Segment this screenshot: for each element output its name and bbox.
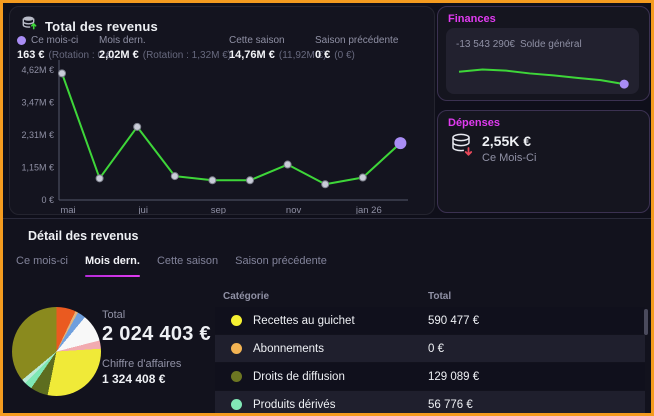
stat-sub: (Rotation : 1,32M €) — [142, 50, 232, 61]
svg-text:4,62M €: 4,62M € — [21, 65, 54, 75]
svg-text:mai: mai — [60, 205, 75, 215]
table-header: Catégorie Total — [215, 285, 645, 307]
expenses-panel[interactable]: Dépenses 2,55K € Ce Mois-Ci — [437, 110, 650, 213]
col-category: Catégorie — [223, 290, 270, 302]
category-color-dot — [231, 399, 242, 410]
stat-value: 14,76M € — [229, 49, 275, 61]
svg-text:sep: sep — [211, 205, 226, 215]
total-value: 2 024 403 € — [102, 323, 211, 345]
stat-label: Mois dern. — [99, 35, 146, 46]
revenue-line-chart: 4,62M € 3,47M € 2,31M € 1,15M € 0 € mai jui sep… — [21, 60, 408, 215]
table-body: Recettes au guichet 590 477 € Abonnements 0… — [215, 307, 645, 413]
turnover-label: Chiffre d'affaires — [102, 358, 182, 370]
revenue-table: Catégorie Total Recettes au guichet 590 4… — [215, 285, 645, 413]
stat-3: Saison précédente 0 € (0 €) — [315, 35, 398, 61]
col-total: Total — [428, 290, 452, 302]
table-row[interactable]: Droits de diffusion 129 089 € — [215, 363, 645, 390]
stat-label: Ce mois-ci — [31, 35, 79, 46]
stat-sub: (Rotation : 0 €) — [48, 50, 115, 61]
balance-card[interactable]: -13 543 290€ Solde général — [446, 28, 639, 94]
svg-text:1,15M €: 1,15M € — [21, 163, 54, 173]
table-row[interactable]: Produits dérivés 56 776 € — [215, 391, 645, 413]
tab-mois-dern-[interactable]: Mois dern. — [84, 255, 140, 277]
category-name: Recettes au guichet — [253, 314, 355, 327]
totals-block: Total 2 024 403 € Chiffre d'affaires 1 3… — [102, 309, 211, 386]
turnover-value: 1 324 408 € — [102, 372, 166, 386]
stat-2: Cette saison 14,76M € (11,92M €) — [229, 35, 327, 61]
total-label: Total — [102, 309, 126, 321]
stat-1: Mois dern. 2,02M € (Rotation : 1,32M €) — [99, 35, 231, 61]
finances-panel[interactable]: Finances -13 543 290€ Solde général — [437, 6, 650, 101]
category-color-dot — [231, 343, 242, 354]
stat-value: 0 € — [315, 49, 331, 61]
category-total: 56 776 € — [428, 398, 473, 411]
category-name: Droits de diffusion — [253, 370, 345, 383]
table-scrollbar[interactable] — [644, 309, 648, 335]
finances-title: Finances — [448, 13, 496, 25]
category-total: 0 € — [428, 342, 444, 355]
category-total: 590 477 € — [428, 314, 480, 327]
balance-label: Solde général — [519, 39, 582, 50]
stat-0: Ce mois-ci 163 € (Rotation : 0 €) — [17, 35, 115, 61]
coins-decrease-icon — [450, 133, 474, 164]
tab-cette-saison[interactable]: Cette saison — [156, 255, 219, 267]
category-color-dot — [231, 315, 242, 326]
stat-sub: (0 €) — [334, 50, 355, 61]
stat-sub: (11,92M €) — [278, 50, 327, 61]
category-name: Produits dérivés — [253, 398, 336, 411]
balance-value: -13 543 290€ — [456, 39, 515, 50]
stat-label: Cette saison — [229, 35, 285, 46]
svg-text:0 €: 0 € — [41, 195, 54, 205]
expenses-title: Dépenses — [448, 117, 500, 129]
detail-title: Détail des revenus — [28, 229, 139, 243]
table-row[interactable]: Recettes au guichet 590 477 € — [215, 307, 645, 334]
svg-text:3,47M €: 3,47M € — [21, 97, 54, 107]
category-color-dot — [231, 371, 242, 382]
revenue-pie-chart — [12, 307, 101, 396]
category-name: Abonnements — [253, 342, 324, 355]
panel-title: Total des revenus — [45, 18, 158, 34]
svg-text:jui: jui — [137, 205, 148, 215]
current-month-dot — [17, 36, 26, 45]
svg-text:nov: nov — [286, 205, 302, 215]
tab-saison-pr-c-dente[interactable]: Saison précédente — [235, 255, 327, 267]
stat-label: Saison précédente — [315, 35, 399, 46]
stat-value: 2,02M € — [99, 49, 139, 61]
table-row[interactable]: Abonnements 0 € — [215, 335, 645, 362]
tab-ce-mois-ci[interactable]: Ce mois-ci — [16, 255, 68, 267]
period-tabs: Ce mois-ci Mois dern. Cette saison Saison p… — [16, 255, 327, 277]
stat-value: 163 € — [17, 49, 45, 61]
database-increase-icon — [21, 15, 38, 37]
expenses-value: 2,55K € — [482, 133, 532, 149]
svg-text:jan 26: jan 26 — [355, 205, 382, 215]
svg-text:2,31M €: 2,31M € — [21, 130, 54, 140]
revenue-detail-section: Détail des revenus Ce mois-ci Mois dern. C… — [3, 218, 651, 413]
expenses-period-label: Ce Mois-Ci — [482, 152, 537, 164]
total-revenue-panel: Total des revenus Ce mois-ci 163 € (Rotati… — [9, 6, 435, 215]
category-total: 129 089 € — [428, 370, 480, 383]
balance-sparkline — [458, 68, 629, 89]
